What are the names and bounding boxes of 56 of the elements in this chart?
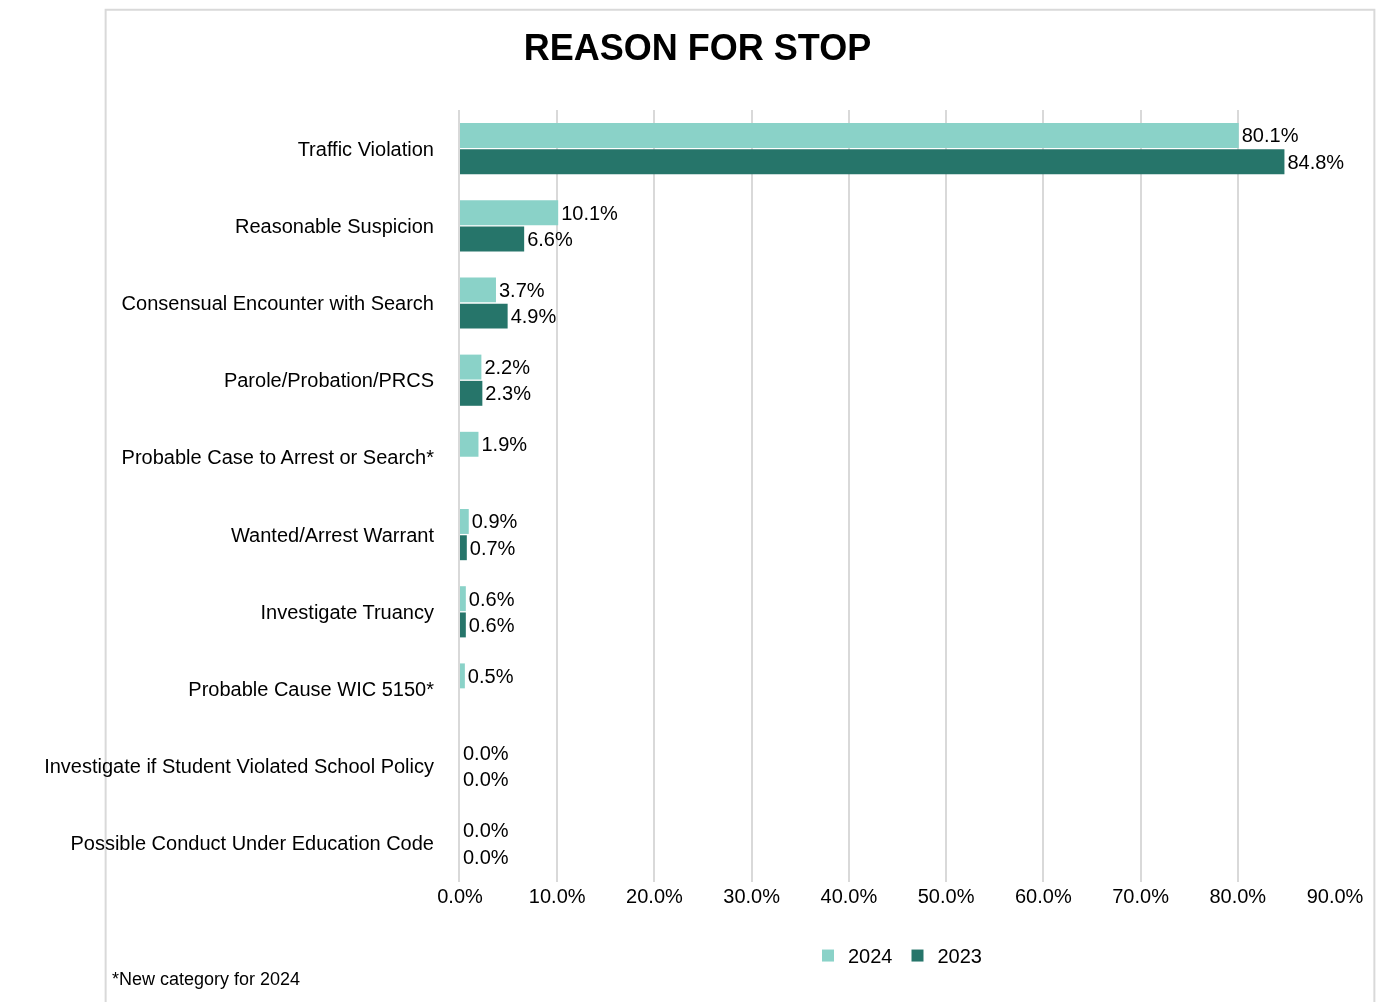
bar <box>460 354 482 380</box>
y-tick-label: Probable Cause WIC 5150* <box>188 678 435 700</box>
y-tick-label: Possible Conduct Under Education Code <box>70 832 434 855</box>
data-label: 0.0% <box>463 819 509 842</box>
x-tick-label: 10.0% <box>528 885 586 907</box>
bar <box>460 149 1285 175</box>
data-label: 10.1% <box>561 201 619 224</box>
data-label: 4.9% <box>510 305 557 328</box>
x-tick-label: 40.0% <box>820 885 878 907</box>
x-tick-label: 90.0% <box>1306 885 1364 907</box>
x-tick-label: 70.0% <box>1112 885 1170 907</box>
data-label: 6.6% <box>527 227 573 250</box>
data-label: 0.5% <box>467 664 514 687</box>
chart-title: REASON FOR STOP <box>523 27 872 69</box>
y-tick-label: Parole/Probation/PRCS <box>223 369 434 392</box>
data-label: 2.2% <box>484 356 531 379</box>
data-label: 84.8% <box>1287 150 1345 173</box>
y-tick-label: Investigate if Student Violated School Policy <box>44 755 434 778</box>
bar <box>460 586 466 612</box>
x-tick-label: 80.0% <box>1209 885 1267 907</box>
y-tick-label: Investigate Truancy <box>260 600 434 623</box>
y-tick-label: Traffic Violation <box>297 137 434 160</box>
legend-label: 2023 <box>937 945 982 968</box>
legend-label: 2024 <box>848 945 893 968</box>
data-label: 80.1% <box>1241 124 1299 147</box>
data-label: 0.6% <box>468 587 515 610</box>
x-tick-label: 30.0% <box>723 885 781 907</box>
y-tick-label: Reasonable Suspicion <box>234 214 434 237</box>
data-label: 0.0% <box>463 768 509 791</box>
data-label: 0.6% <box>468 613 515 636</box>
bar <box>460 509 469 534</box>
data-label: 0.7% <box>469 536 516 559</box>
bar <box>460 612 466 638</box>
bar <box>460 535 467 561</box>
data-label: 1.9% <box>481 433 528 456</box>
bar <box>460 277 496 303</box>
bar <box>460 123 1239 148</box>
y-tick-label: Probable Case to Arrest or Search* <box>121 446 435 469</box>
bar <box>460 431 479 457</box>
x-tick-label: 20.0% <box>626 885 684 907</box>
data-label: 3.7% <box>498 278 545 301</box>
y-tick-label: Consensual Encounter with Search <box>121 292 434 314</box>
bar <box>460 226 525 252</box>
bar <box>460 663 465 689</box>
data-label: 2.3% <box>485 382 532 405</box>
x-tick-label: 50.0% <box>917 885 975 907</box>
text: *New category for 2024 <box>112 969 301 989</box>
bar <box>460 200 559 226</box>
data-label: 0.0% <box>463 845 509 868</box>
bar <box>460 380 483 406</box>
data-label: 0.9% <box>471 510 518 533</box>
y-tick-label: Wanted/Arrest Warrant <box>230 523 435 546</box>
x-tick-label: 60.0% <box>1014 885 1072 907</box>
bar <box>460 303 508 329</box>
data-label: 0.0% <box>463 742 509 765</box>
x-tick-label: 0.0% <box>437 885 484 907</box>
